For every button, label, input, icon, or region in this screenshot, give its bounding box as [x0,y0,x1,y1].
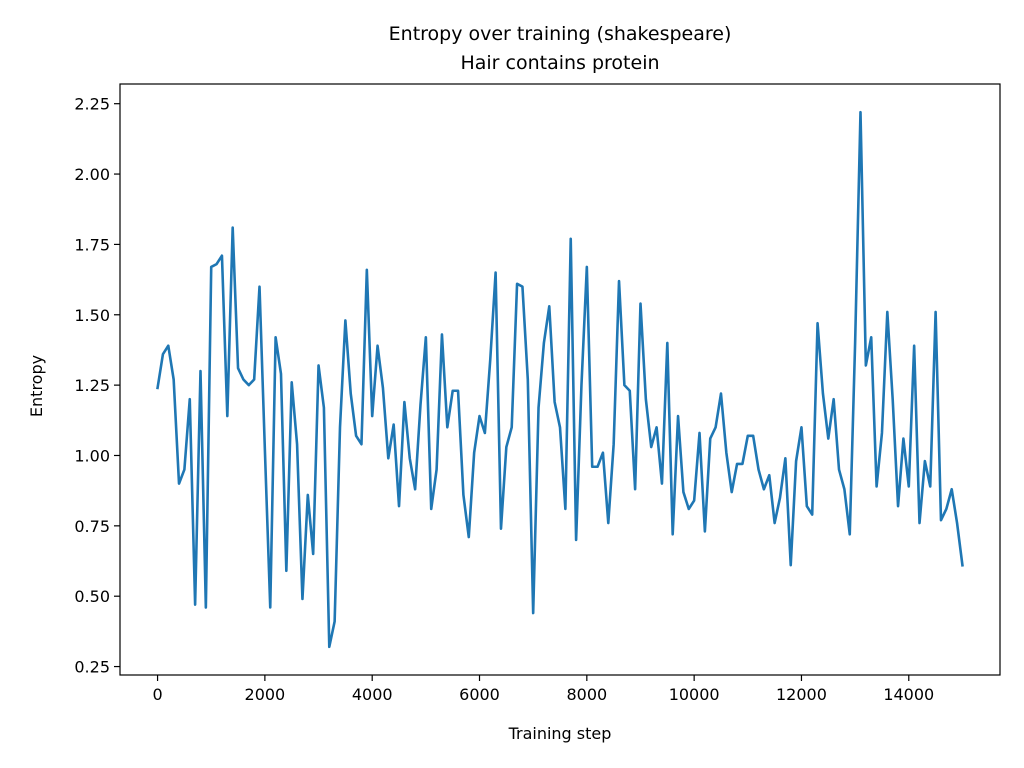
chart-subtitle: Hair contains protein [460,52,659,74]
x-tick-label: 0 [152,685,162,704]
y-tick-label: 1.50 [74,306,110,325]
x-tick-label: 8000 [566,685,607,704]
x-tick-label: 14000 [883,685,934,704]
x-tick-label: 12000 [776,685,827,704]
y-tick-label: 0.50 [74,587,110,606]
chart-title: Entropy over training (shakespeare) [389,23,732,45]
y-tick-label: 1.25 [74,376,110,395]
y-tick-label: 0.75 [74,517,110,536]
series-line [156,110,964,649]
y-tick-label: 2.25 [74,95,110,114]
x-tick-label: 4000 [352,685,393,704]
x-axis-label: Training step [508,724,612,743]
y-tick-label: 1.00 [74,446,110,465]
axis-ticks: 0 2000 4000 6000 8000 10000 12000 14000 0.25 0.50… [74,95,934,704]
y-tick-label: 0.25 [74,658,110,677]
x-tick-label: 2000 [245,685,286,704]
x-tick-label: 10000 [669,685,720,704]
x-tick-label: 6000 [459,685,500,704]
y-axis-label: Entropy [27,355,46,417]
y-tick-label: 1.75 [74,235,110,254]
y-tick-label: 2.00 [74,165,110,184]
plot-frame [119,83,1001,676]
